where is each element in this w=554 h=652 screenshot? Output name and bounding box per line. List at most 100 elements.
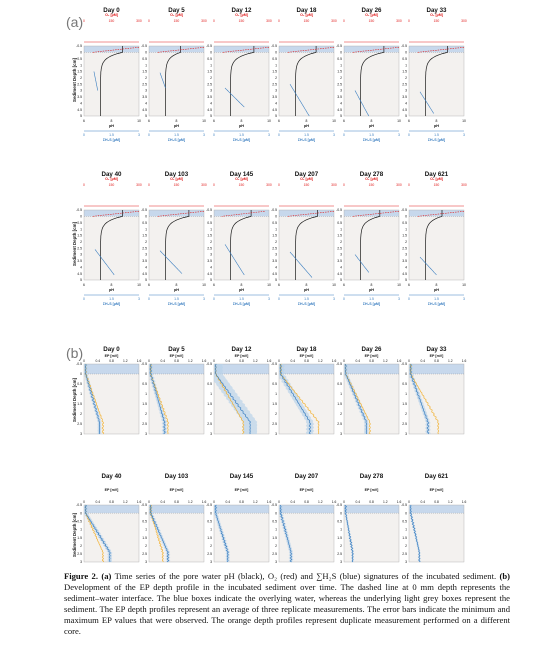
depth-tick-label: 5 — [340, 114, 342, 118]
subplot-title: Day 207 — [295, 171, 319, 178]
o2-profile — [352, 47, 400, 53]
depth-tick-label: 1 — [80, 227, 82, 231]
depth-tick-label: 4.5 — [272, 272, 277, 276]
depth-tick-label: 3 — [405, 560, 407, 564]
depth-tick-label: 1 — [340, 63, 342, 67]
water-box — [344, 364, 399, 374]
depth-tick-label: 1 — [80, 528, 82, 532]
h2s-profile — [419, 91, 435, 114]
o2-profile — [417, 211, 465, 217]
sediment-box — [409, 513, 464, 562]
water-box — [279, 210, 334, 217]
ph-tick-label: 8 — [306, 283, 308, 287]
depth-tick-label: 2.5 — [142, 82, 147, 86]
depth-tick-label: 1.5 — [272, 536, 277, 540]
ph-profile — [230, 46, 255, 116]
depth-tick-label: 1 — [80, 63, 82, 67]
h2s-axis-label: ΣH₂S [µM] — [168, 302, 185, 306]
ep-tick-label: 1.2 — [253, 500, 258, 504]
o2-tick-label: 150 — [369, 19, 375, 23]
figure-2: (a)Day 0O₂ [µM]0 150 300-0.500.511.522.533… — [66, 7, 467, 564]
depth-tick-label: 2 — [145, 544, 147, 548]
ph-tick-label: 10 — [202, 119, 206, 123]
panel-a-label: (a) — [66, 14, 83, 30]
o2-axis-label: O₂ [µM] — [365, 13, 378, 17]
depth-tick-label: -0.5 — [206, 362, 212, 366]
depth-tick-label: -0.5 — [336, 503, 342, 507]
depth-tick-label: 1 — [340, 392, 342, 396]
depth-tick-label: 0 — [275, 215, 277, 219]
water-box — [279, 505, 334, 514]
h2s-tick-label: 0 — [148, 297, 150, 301]
depth-tick-label: -0.5 — [401, 362, 407, 366]
depth-tick-label: 3 — [210, 89, 212, 93]
depth-tick-label: 2 — [405, 240, 407, 244]
depth-tick-label: 0 — [275, 51, 277, 55]
depth-tick-label: 2.5 — [142, 552, 147, 556]
ph-tick-label: 10 — [267, 119, 271, 123]
ep-tick-label: 0.8 — [109, 500, 114, 504]
depth-tick-label: 2.5 — [337, 246, 342, 250]
depth-tick-label: 1.5 — [402, 70, 407, 74]
h2s-axis-label: ΣH₂S [µM] — [168, 138, 185, 142]
ep-tick-label: 0.8 — [174, 359, 179, 363]
subplot-title: Day 33 — [427, 7, 448, 14]
h2s-tick-label: 0 — [148, 133, 150, 137]
ep-tick-label: 0.8 — [434, 500, 439, 504]
ep-tick-label: 0.8 — [369, 500, 374, 504]
depth-tick-label: 1 — [405, 528, 407, 532]
depth-tick-label: 3 — [80, 432, 82, 436]
water-box — [84, 505, 139, 514]
sediment-box — [409, 52, 464, 116]
depth-tick-label: 0 — [340, 372, 342, 376]
depth-tick-label: 3 — [340, 560, 342, 564]
h2s-tick-label: 0 — [213, 297, 215, 301]
depth-tick-label: 1 — [275, 227, 277, 231]
depth-tick-label: 1 — [405, 227, 407, 231]
subplot-title: Day 207 — [295, 473, 319, 480]
depth-tick-label: 5 — [340, 278, 342, 282]
depth-tick-label: 1.5 — [337, 234, 342, 238]
depth-tick-label: 1.5 — [272, 70, 277, 74]
depth-tick-label: 2.5 — [142, 246, 147, 250]
plot-frame — [83, 209, 140, 281]
h2s-tick-label: 0 — [278, 297, 280, 301]
h2s-axis-label: ΣH₂S [µM] — [363, 138, 380, 142]
ep-axis-label: EP [mV] — [235, 354, 249, 358]
h2s-tick-label: 1.5 — [109, 133, 114, 137]
depth-tick-label: 5 — [80, 278, 82, 282]
depth-tick-label: 4.5 — [77, 272, 82, 276]
water-box — [84, 210, 139, 217]
plot-frame — [408, 45, 465, 117]
depth-tick-label: -0.5 — [76, 503, 82, 507]
depth-tick-label: -0.5 — [141, 503, 147, 507]
depth-tick-label: 0.5 — [207, 57, 212, 61]
h2s-profile — [159, 72, 166, 89]
depth-tick-label: 1.5 — [77, 234, 82, 238]
h2s-tick-label: 1.5 — [434, 297, 439, 301]
water-box — [149, 364, 204, 374]
ep-tick-label: 1.6 — [397, 359, 402, 363]
depth-tick-label: -0.5 — [271, 362, 277, 366]
panel-a-subplot: Day 5O₂ [µM] 0 150 300 -0.5 0 0.5 1 1.5 2 2.5 3 3.5 4… — [141, 7, 207, 142]
o2-axis-label: O₂ [µM] — [105, 177, 118, 181]
depth-tick-label: 2 — [145, 76, 147, 80]
depth-tick-label: 1.5 — [142, 536, 147, 540]
o2-tick-label: 300 — [461, 19, 467, 23]
ep-tick-label: 0.8 — [239, 359, 244, 363]
subplot-title: Day 12 — [232, 346, 253, 353]
ph-tick-label: 10 — [397, 283, 401, 287]
ep-tick-label: 1.6 — [397, 500, 402, 504]
depth-tick-label: 0.5 — [77, 382, 82, 386]
ph-tick-label: 8 — [371, 119, 373, 123]
o2-tick-label: 0 — [148, 19, 150, 23]
depth-tick-label: 4.5 — [77, 108, 82, 112]
depth-tick-label: 0 — [340, 51, 342, 55]
depth-tick-label: 0.5 — [402, 57, 407, 61]
depth-tick-label: 4 — [145, 101, 147, 105]
depth-tick-label: 1.5 — [207, 70, 212, 74]
depth-tick-label: 3.5 — [207, 95, 212, 99]
caption-a-text: Time series of the pore water pH (black)… — [111, 571, 500, 581]
